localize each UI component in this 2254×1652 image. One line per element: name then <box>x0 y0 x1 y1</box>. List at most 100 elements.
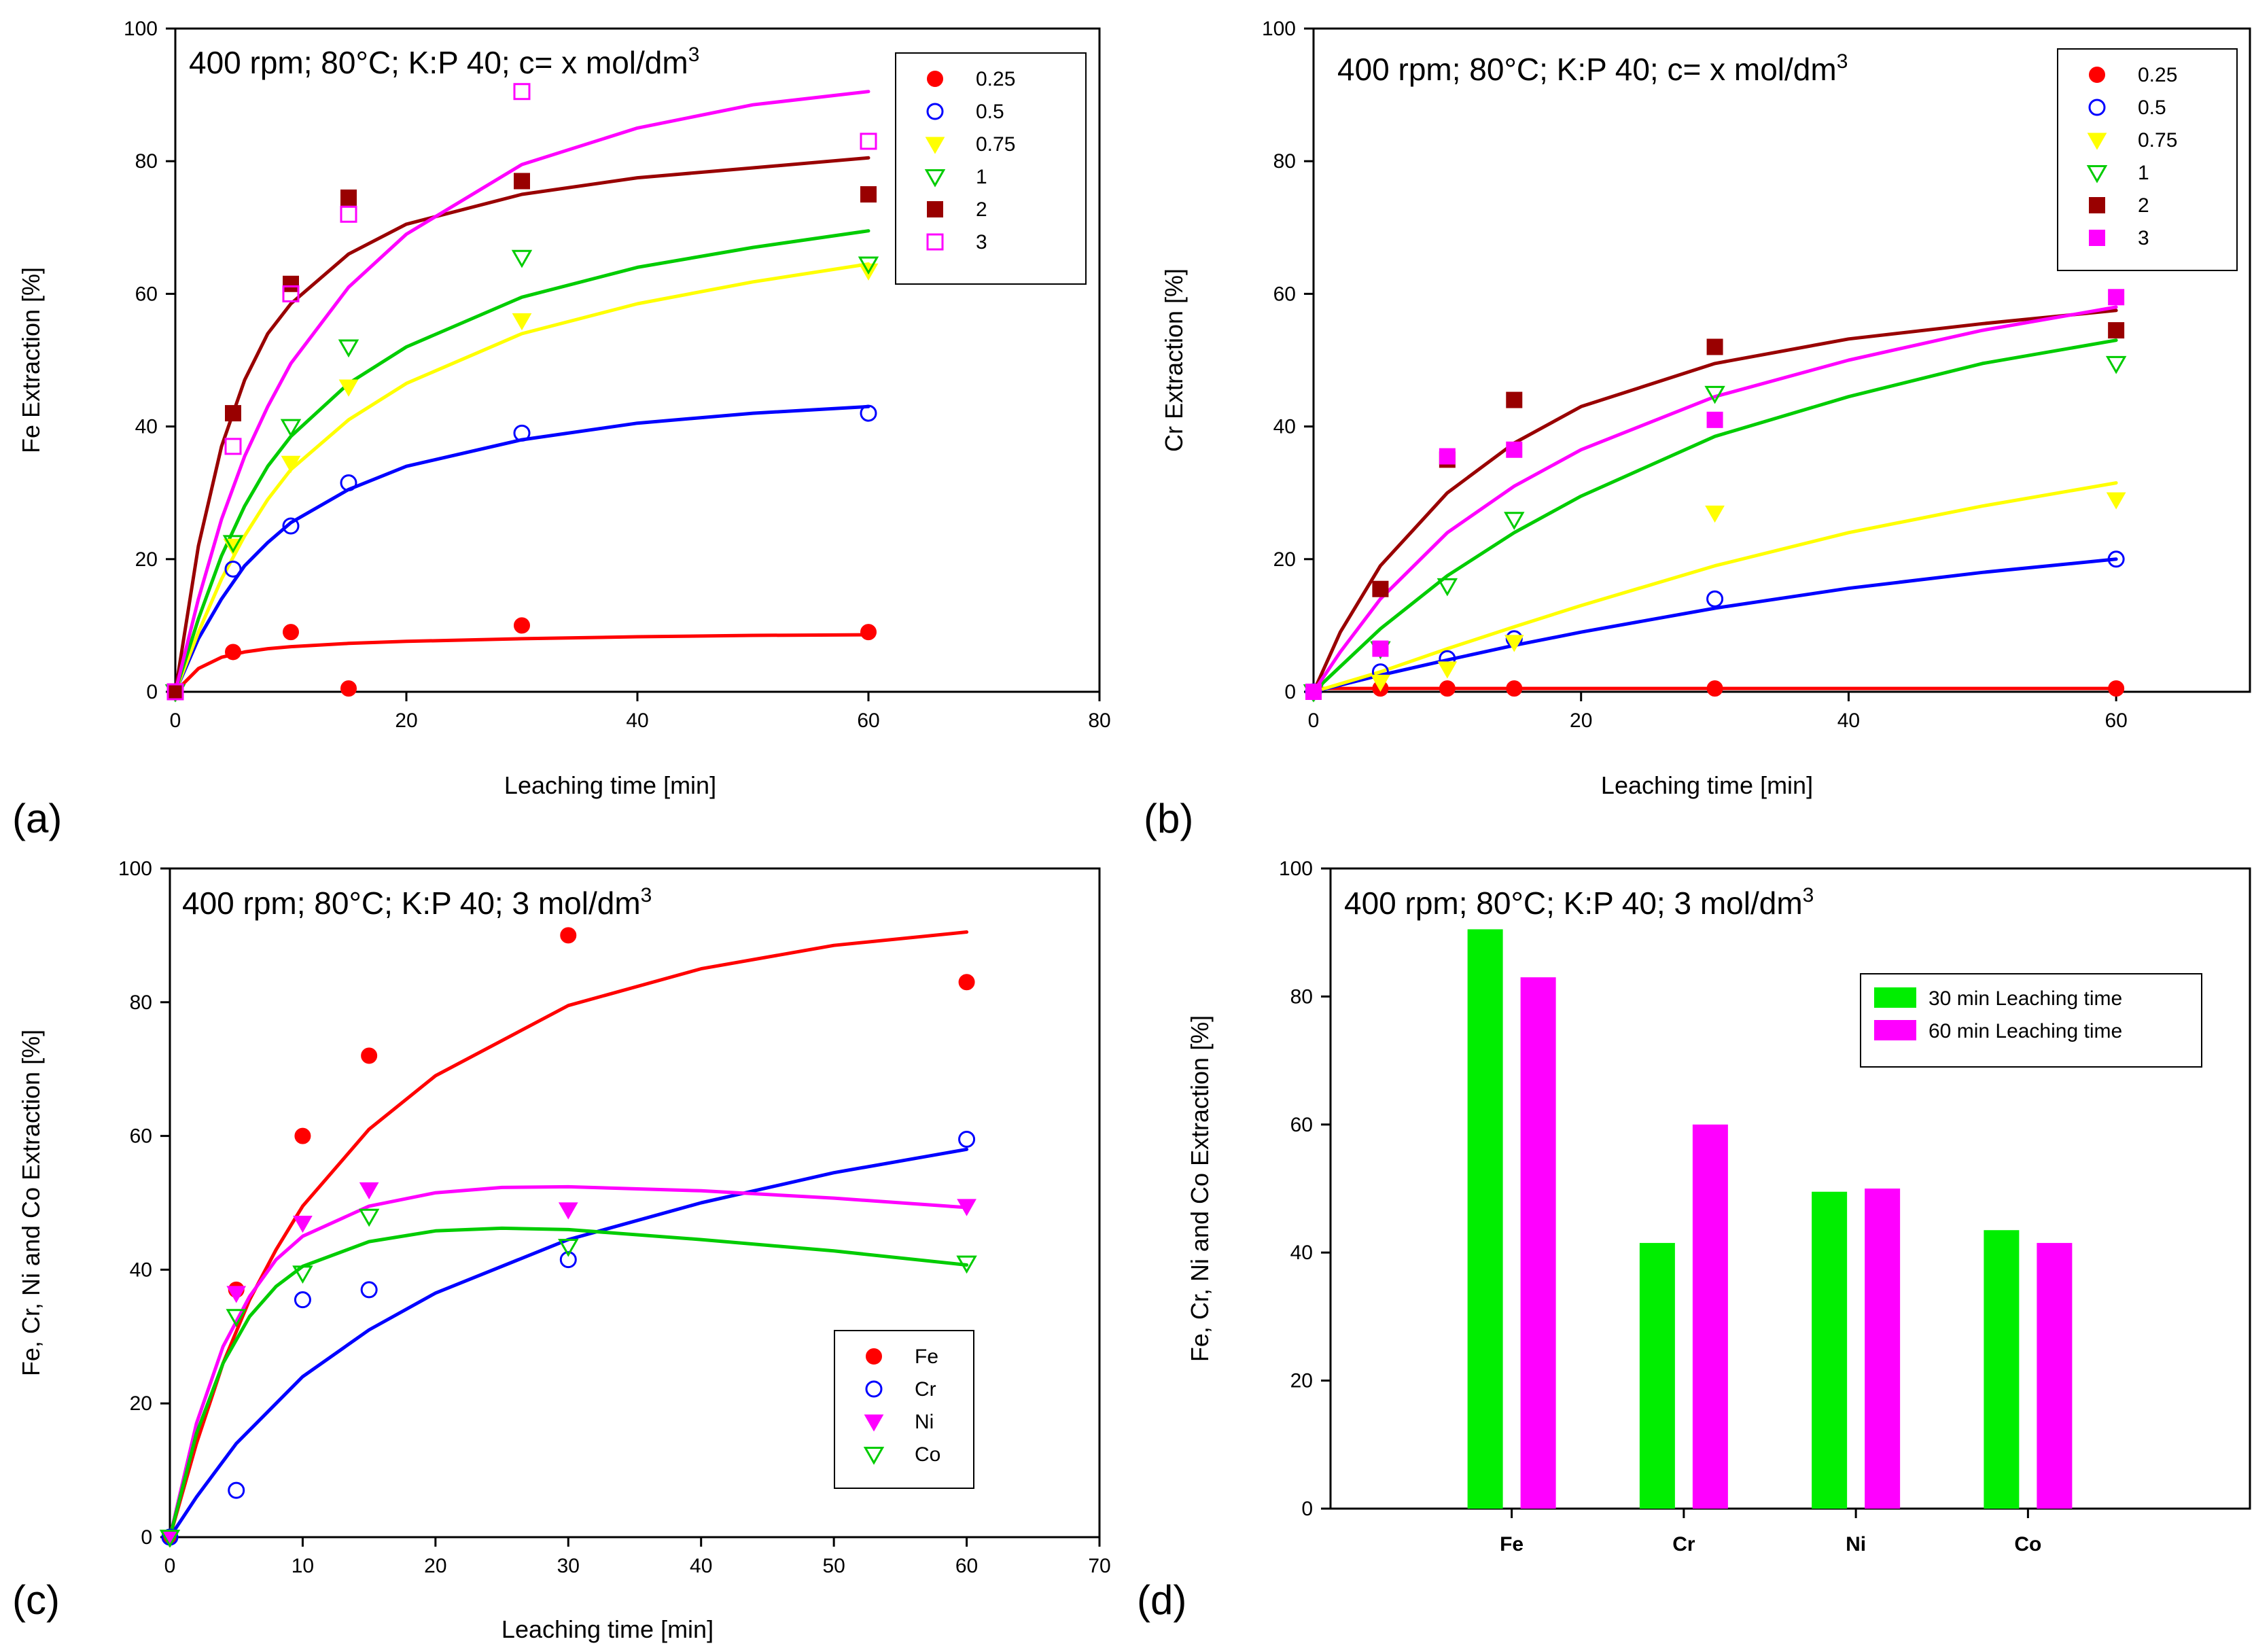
panel-label: (c) <box>12 1577 60 1623</box>
legend-marker-Cr <box>865 1380 883 1398</box>
legend-label-0.5: 0.5 <box>976 101 1004 123</box>
data-point-1 <box>222 535 244 554</box>
y-tick-label: 100 <box>1279 858 1313 880</box>
data-point-0.25 <box>1506 680 1523 697</box>
bar-Fe-30min <box>1467 929 1503 1509</box>
legend-marker-2 <box>927 201 943 217</box>
data-point-0.25 <box>860 624 877 641</box>
x-tick-label: 60 <box>955 1555 978 1577</box>
data-point-0.5 <box>2107 550 2125 568</box>
legend-marker-0.75 <box>2087 133 2107 150</box>
y-tick-label: 0 <box>146 681 158 703</box>
bar-Ni-60min <box>1865 1189 1901 1509</box>
legend-label-0.5: 0.5 <box>2138 96 2166 119</box>
x-tick-label: 80 <box>1088 709 1110 732</box>
fit-curve-0.75 <box>173 262 870 694</box>
fit-curve-3 <box>1311 305 2118 694</box>
y-tick-label: 80 <box>1290 985 1313 1008</box>
data-point-3 <box>1506 441 1523 458</box>
data-point-Ni <box>359 1182 379 1199</box>
y-tick-label: 20 <box>1290 1370 1313 1392</box>
y-tick-label: 0 <box>1284 681 1296 703</box>
data-point-2 <box>340 189 357 206</box>
y-tick-label: 60 <box>130 1125 152 1148</box>
data-point-1 <box>338 339 359 358</box>
data-point-Co <box>159 1530 181 1548</box>
legend-box <box>1860 973 2202 1068</box>
data-point-1 <box>1437 578 1458 597</box>
legend-marker-Ni <box>864 1414 884 1432</box>
x-tick-label: 40 <box>1837 709 1860 732</box>
x-tick-label: 60 <box>2105 709 2127 732</box>
legend-label-0.75: 0.75 <box>976 133 1015 156</box>
bar-Cr-60min <box>1692 1124 1728 1509</box>
data-point-0.25 <box>1439 680 1456 697</box>
data-point-Ni <box>957 1199 976 1216</box>
data-point-0.25 <box>514 617 530 634</box>
y-tick-label: 20 <box>1273 548 1296 571</box>
data-point-0.75 <box>2106 492 2126 510</box>
legend-marker-0.25 <box>927 71 943 87</box>
legend-label-3: 3 <box>976 231 987 253</box>
x-tick-label: 0 <box>164 1555 176 1577</box>
legend-label-0: 30 min Leaching time <box>1929 987 2122 1010</box>
y-tick-label: 60 <box>1290 1114 1313 1136</box>
y-tick-label: 80 <box>1273 150 1296 173</box>
panel-label: (a) <box>12 796 62 841</box>
bar-Ni-30min <box>1812 1191 1848 1509</box>
data-point-0.5 <box>513 424 531 442</box>
plot-frame <box>169 867 1101 1539</box>
fit-curve-Ni <box>168 1184 969 1539</box>
chart-header: 400 rpm; 80°C; K:P 40; 3 mol/dm3 <box>182 884 652 921</box>
x-category-label: Co <box>2014 1533 2041 1556</box>
data-point-Ni <box>558 1202 578 1220</box>
legend-label-2: 2 <box>2138 194 2149 217</box>
panel-label: (b) <box>1144 796 1193 841</box>
x-tick-label: 50 <box>822 1555 845 1577</box>
chart-header-superscript: 3 <box>641 884 652 907</box>
data-point-3 <box>860 133 877 150</box>
chart-header-superscript: 3 <box>1837 50 1848 73</box>
fit-curve-1 <box>1311 338 2118 694</box>
data-point-Cr <box>958 1131 976 1148</box>
data-point-Fe <box>294 1127 311 1144</box>
legend-label-Co: Co <box>915 1443 940 1466</box>
legend-label-2: 2 <box>976 198 987 221</box>
data-point-2 <box>1506 391 1523 408</box>
data-point-3 <box>1706 411 1723 428</box>
x-axis-label: Leaching time [min] <box>501 1615 714 1643</box>
data-point-1 <box>511 249 533 268</box>
legend-marker-3 <box>2089 230 2105 246</box>
data-point-0.75 <box>1371 674 1390 692</box>
legend-box <box>834 1330 974 1489</box>
legend-marker-Fe <box>866 1348 882 1365</box>
data-point-Cr <box>228 1481 245 1499</box>
x-category-label: Fe <box>1500 1533 1524 1556</box>
plot-frame <box>1329 867 2251 1510</box>
data-point-Co <box>292 1265 313 1284</box>
y-tick-label: 60 <box>1273 283 1296 305</box>
x-tick-label: 60 <box>857 709 879 732</box>
legend-marker-0.75 <box>925 137 945 154</box>
fit-curve-0.5 <box>1311 557 2118 694</box>
data-point-0.5 <box>224 560 242 578</box>
fit-curve-1 <box>173 229 870 694</box>
y-tick-label: 80 <box>135 150 158 173</box>
x-tick-label: 20 <box>1570 709 1592 732</box>
chart-header-superscript: 3 <box>1803 884 1814 907</box>
legend-box <box>2057 48 2238 271</box>
data-point-3 <box>1305 684 1322 700</box>
data-point-Fe <box>361 1047 378 1064</box>
y-axis-label: Cr Extraction [%] <box>1160 268 1188 452</box>
y-tick-label: 80 <box>130 991 152 1014</box>
x-tick-label: 70 <box>1088 1555 1110 1577</box>
data-point-2 <box>1372 580 1389 597</box>
data-point-0.75 <box>1705 505 1725 523</box>
data-point-0.5 <box>1706 590 1724 608</box>
legend-label-Cr: Cr <box>915 1378 936 1401</box>
data-point-0.75 <box>512 313 532 331</box>
legend-marker-Co <box>863 1447 885 1465</box>
